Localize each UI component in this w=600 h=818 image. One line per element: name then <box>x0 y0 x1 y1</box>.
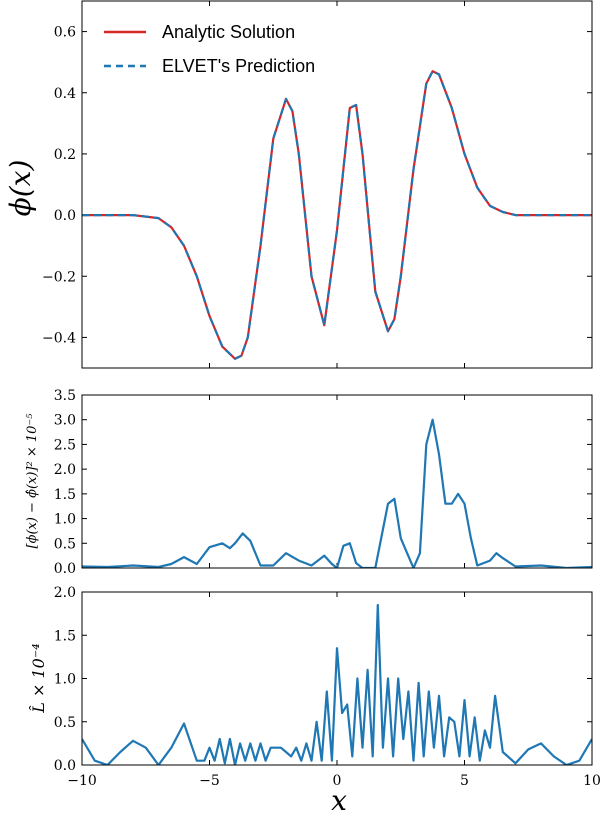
y-axis-label-bottom: L̂ × 10⁻⁴ <box>29 643 48 713</box>
y-tick-label: −0.4 <box>42 330 76 346</box>
series-elvet-prediction-line <box>82 70 592 360</box>
y-tick-label: 0.4 <box>54 86 76 102</box>
series-squared-error-line <box>82 418 592 568</box>
y-tick-label: 0.5 <box>54 715 76 731</box>
axes-frame-top <box>81 0 593 369</box>
panel-loss: 0.0 0.5 1.0 1.5 2.0 −10 −5 0 5 10 L̂ × 10⁻⁴ x <box>29 585 600 817</box>
y-tick-label: 2.0 <box>54 585 76 601</box>
y-axis-label-top: ϕ(x) <box>4 160 37 217</box>
series-loss-line <box>82 603 592 765</box>
panel-squared-error: 0.0 0.5 1.0 1.5 2.0 2.5 3.0 3.5 [ϕ(x) − ϕ̂(x)]²… <box>25 388 593 577</box>
x-axis-label: x <box>331 784 347 817</box>
y-axis-label-middle: [ϕ(x) − ϕ̂(x)]² × 10⁻⁵ <box>25 413 40 549</box>
y-tick-label: 2.0 <box>54 462 76 478</box>
x-tick-label: 5 <box>460 773 469 789</box>
x-tick-label: −5 <box>199 773 220 789</box>
ticks-top: −0.4 −0.2 0.0 0.2 0.4 0.6 <box>42 1 593 368</box>
y-tick-label: 1.0 <box>54 512 76 528</box>
legend-label-elvet: ELVET's Prediction <box>162 56 315 76</box>
y-tick-label: 1.5 <box>54 487 76 503</box>
y-tick-label: 3.5 <box>54 388 76 404</box>
axes-frame-bottom <box>81 591 593 766</box>
ticks-middle: 0.0 0.5 1.0 1.5 2.0 2.5 3.0 3.5 <box>54 388 593 577</box>
x-tick-label: 0 <box>333 773 342 789</box>
y-tick-label: 0.0 <box>54 208 76 224</box>
legend: Analytic Solution ELVET's Prediction <box>104 22 315 76</box>
x-tick-label: 10 <box>583 773 600 789</box>
panel-phi: −0.4 −0.2 0.0 0.2 0.4 0.6 ϕ(x) Analytic Solut… <box>4 0 593 369</box>
y-tick-label: 2.5 <box>54 437 76 453</box>
y-tick-label: 1.0 <box>54 672 76 688</box>
y-tick-label: 0.2 <box>54 147 76 163</box>
y-tick-label: 3.0 <box>54 413 76 429</box>
axes-frame-middle <box>81 394 593 569</box>
y-tick-label: 1.5 <box>54 628 76 644</box>
y-tick-label: 0.5 <box>54 536 76 552</box>
y-tick-label: −0.2 <box>42 269 76 285</box>
x-tick-label: −10 <box>67 773 97 789</box>
legend-label-analytic: Analytic Solution <box>162 22 295 42</box>
y-tick-label: 0.0 <box>54 561 76 577</box>
ticks-bottom: 0.0 0.5 1.0 1.5 2.0 −10 −5 0 5 10 <box>54 585 600 789</box>
y-tick-label: 0.6 <box>54 25 76 41</box>
y-tick-label: 0.0 <box>54 758 76 774</box>
